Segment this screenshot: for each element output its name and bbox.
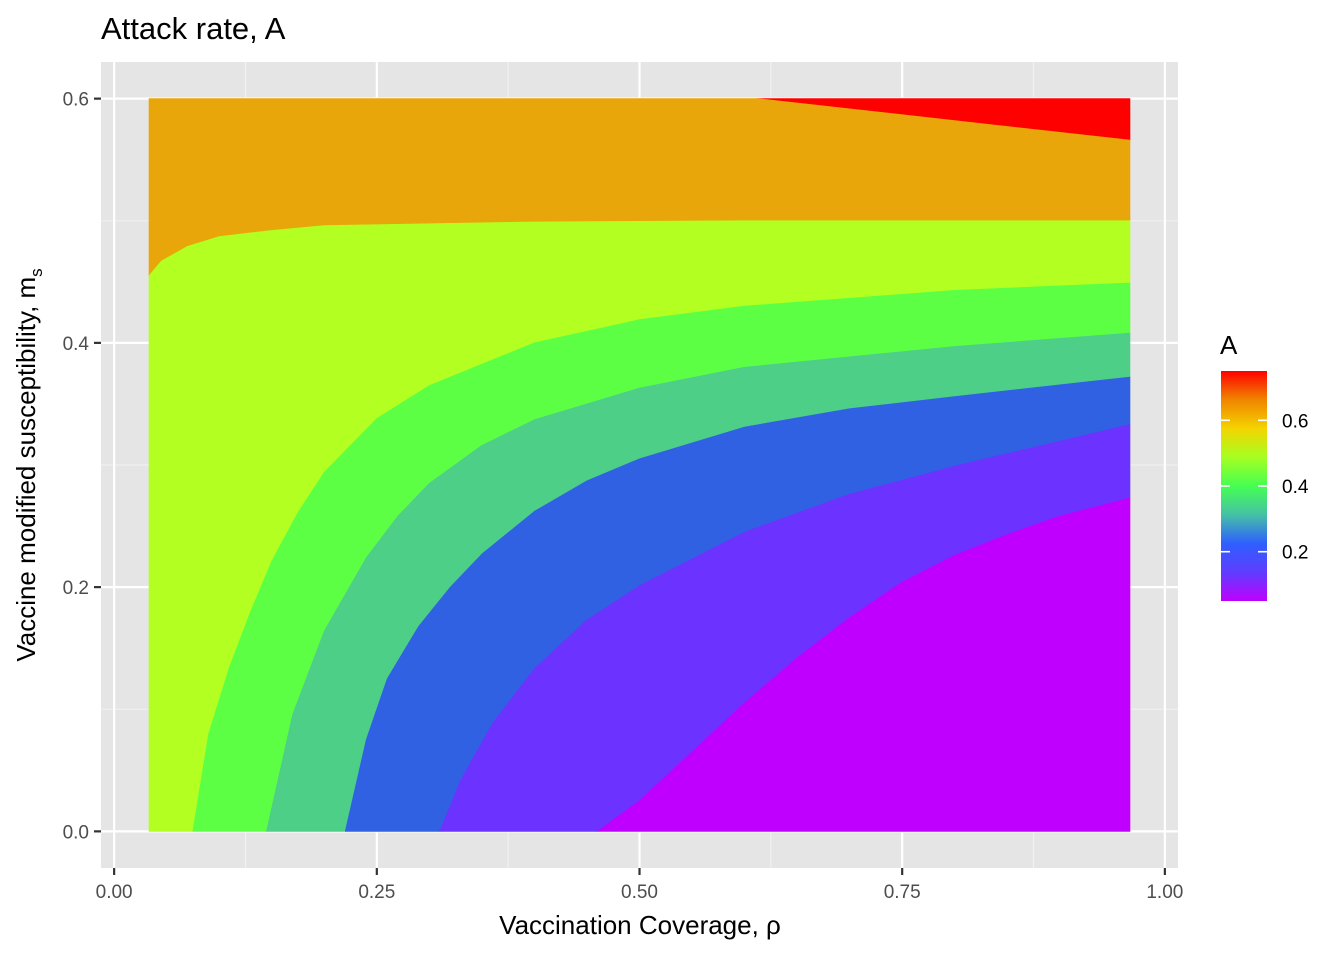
chart-title: Attack rate, A: [101, 11, 286, 46]
x-tick-label: 0.75: [884, 882, 921, 903]
x-tick-label: 0.00: [96, 882, 133, 903]
legend-title: A: [1220, 330, 1238, 360]
y-tick-label: 0.2: [63, 578, 89, 599]
y-axis-title: Vaccine modified susceptibility, ms: [11, 268, 46, 661]
x-axis-title: Vaccination Coverage, ρ: [499, 910, 781, 940]
y-tick-label: 0.6: [63, 90, 89, 111]
x-tick-label: 0.25: [358, 882, 395, 903]
legend-break-label: 0.6: [1282, 411, 1308, 432]
x-tick-label: 0.50: [621, 882, 658, 903]
contour-bands: [148, 98, 1131, 832]
y-axis-title-text: Vaccine modified susceptibility, m: [11, 277, 41, 662]
y-axis: 0.0 0.2 0.4 0.6: [63, 90, 101, 843]
legend-break-label: 0.2: [1282, 543, 1308, 564]
contour-band-0-0.1: [597, 497, 1131, 832]
y-tick-label: 0.4: [63, 334, 90, 355]
y-tick-label: 0.0: [63, 822, 89, 843]
legend-ticks: 0.2 0.4 0.6: [1221, 411, 1309, 564]
legend-break-label: 0.4: [1282, 477, 1309, 498]
x-tick-label: 1.00: [1146, 882, 1183, 903]
x-axis-title-text: Vaccination Coverage, ρ: [499, 910, 781, 940]
y-axis-title-subscript: s: [27, 268, 46, 277]
x-axis: 0.00 0.25 0.50 0.75 1.00: [96, 868, 1183, 903]
